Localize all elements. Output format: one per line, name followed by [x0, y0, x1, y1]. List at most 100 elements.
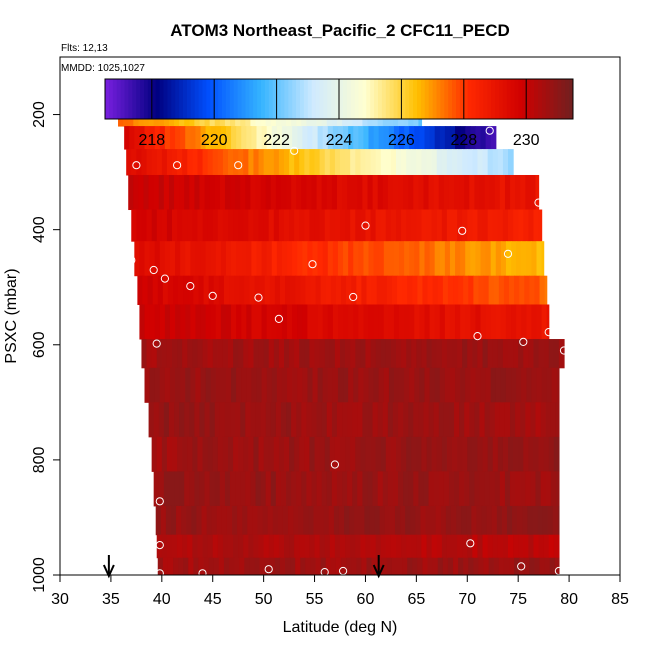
colorbar-tick-labels: 218 220 222 224 226 228 230 [138, 132, 539, 149]
heatmap-cell [170, 505, 177, 536]
heatmap-cell [416, 209, 423, 242]
heatmap-cell [363, 304, 370, 340]
heatmap-cell [243, 339, 249, 369]
heatmap-cell [326, 471, 333, 507]
heatmap-cell [472, 436, 479, 472]
colorbar-tick-label: 218 [138, 132, 165, 149]
heatmap-cell [381, 275, 388, 305]
heatmap-cell [218, 275, 225, 305]
colorbar-cell [448, 79, 453, 119]
heatmap-cell [377, 402, 384, 438]
heatmap-cell [421, 209, 428, 242]
heatmap-cell [382, 402, 389, 438]
heatmap-cell [152, 275, 159, 305]
heatmap-cell [319, 534, 326, 559]
colorbar-cell [280, 79, 285, 119]
heatmap-cell [199, 471, 206, 507]
heatmap-cell [517, 505, 523, 536]
heatmap-cell [357, 402, 363, 438]
heatmap-cell [151, 339, 158, 369]
heatmap-cell [248, 339, 255, 369]
heatmap-cell [447, 275, 454, 305]
colorbar-cell [206, 79, 211, 119]
heatmap-cell [314, 436, 321, 472]
heatmap-cell [482, 149, 489, 176]
heatmap-cell [462, 534, 468, 559]
colorbar-cell [370, 79, 375, 119]
heatmap-cell [294, 436, 300, 472]
heatmap-cell [162, 557, 169, 576]
heatmap-cell [289, 436, 295, 472]
y-tick-label: 400 [31, 216, 48, 243]
heatmap-cell [480, 367, 487, 403]
heatmap-cell [176, 505, 182, 536]
heatmap-cell [231, 126, 237, 150]
colorbar-cell [463, 79, 469, 119]
heatmap-cell [519, 275, 525, 305]
colorbar-cell [307, 79, 313, 119]
heatmap-cell [413, 402, 419, 438]
heatmap-cell [394, 505, 401, 536]
colorbar-cell [144, 79, 149, 119]
heatmap-cell [397, 275, 403, 305]
heatmap-cell [385, 534, 392, 559]
heatmap-cell [207, 436, 214, 472]
y-axis-label: PSXC (mbar) [3, 268, 20, 363]
heatmap-cell [210, 367, 217, 403]
heatmap-cell [253, 209, 260, 242]
heatmap-cell [477, 534, 484, 559]
heatmap-cell [352, 471, 358, 507]
heatmap-cell [340, 209, 346, 242]
heatmap-cell [436, 209, 443, 242]
heatmap-cell [351, 557, 357, 576]
heatmap-cell [505, 367, 512, 403]
sample-point [254, 293, 263, 302]
heatmap-cell [246, 241, 253, 277]
heatmap-cell [309, 534, 316, 559]
heatmap-cell [124, 126, 130, 150]
heatmap-cell [268, 149, 275, 176]
heatmap-cell [391, 275, 398, 305]
heatmap-cell [446, 436, 453, 472]
colorbar-cell [186, 79, 192, 119]
heatmap-cell [468, 275, 474, 305]
heatmap-cell [399, 304, 405, 340]
colorbar-cell [452, 79, 457, 119]
heatmap-cell [148, 402, 155, 438]
heatmap-cell [443, 174, 450, 211]
colorbar-cell [229, 79, 235, 119]
heatmap-cell [290, 557, 296, 576]
heatmap-cell [355, 436, 361, 472]
heatmap-cell [492, 149, 499, 176]
colorbar-cell [342, 79, 348, 119]
heatmap-cell [449, 126, 456, 150]
heatmap-cell [202, 339, 209, 369]
heatmap-cell [287, 126, 293, 150]
heatmap-cell [436, 339, 443, 369]
heatmap-cell [487, 534, 494, 559]
heatmap-cell [421, 149, 428, 176]
heatmap-cell [431, 339, 438, 369]
heatmap-cell [238, 339, 244, 369]
heatmap-cell [358, 126, 365, 150]
heatmap-cell [408, 174, 414, 211]
heatmap-cell [340, 149, 346, 176]
heatmap-cell [217, 339, 224, 369]
heatmap-cell [429, 304, 436, 340]
heatmap-cell [139, 241, 146, 277]
colorbar-cell [237, 79, 242, 119]
heatmap-cell [161, 339, 168, 369]
heatmap-cell [555, 402, 560, 438]
heatmap-cell [193, 557, 200, 576]
heatmap-cell [399, 367, 405, 403]
heatmap-cell [262, 505, 269, 536]
colorbar-cell [323, 79, 328, 119]
heatmap-cell [173, 557, 179, 576]
heatmap-cell [487, 209, 494, 242]
heatmap-cell [503, 557, 510, 576]
heatmap-cell [246, 367, 253, 403]
heatmap-cell [241, 304, 247, 340]
heatmap-cell [495, 304, 502, 340]
heatmap-cell [498, 557, 505, 576]
heatmap-cell [413, 471, 419, 507]
